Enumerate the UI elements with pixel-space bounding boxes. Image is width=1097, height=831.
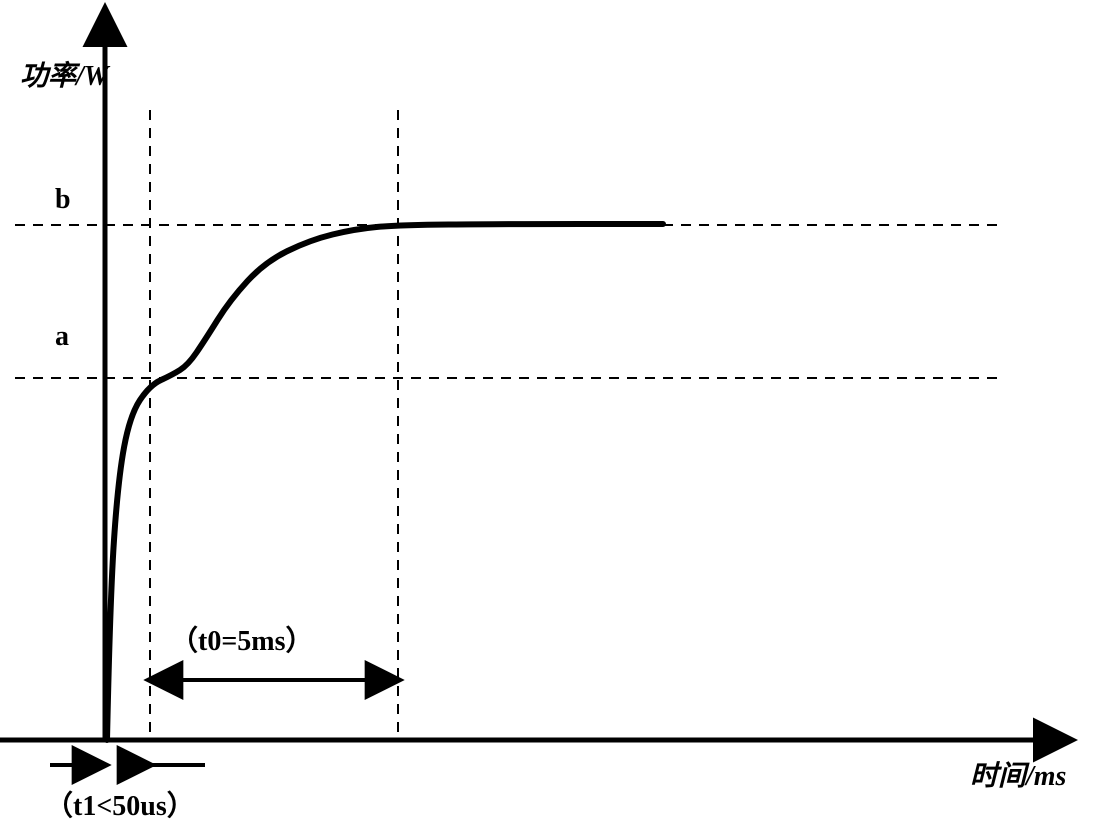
power-time-chart: 功率/W 时间/ms ab （t0=5ms） （t1<50us） (0, 0, 1097, 831)
power-curve (107, 224, 663, 740)
reference-lines (15, 110, 1000, 740)
y-axis-label: 功率/W (20, 60, 111, 92)
x-axis-label: 时间/ms (970, 761, 1067, 792)
y-tick-b: b (55, 184, 71, 215)
dimension-t1: （t1<50us） (45, 765, 205, 822)
t1-label: （t1<50us） (45, 789, 195, 822)
t0-label: （t0=5ms） (170, 624, 314, 657)
y-tick-a: a (55, 321, 69, 352)
dimension-t0: （t0=5ms） (150, 624, 398, 680)
y-tick-labels: ab (55, 184, 71, 352)
